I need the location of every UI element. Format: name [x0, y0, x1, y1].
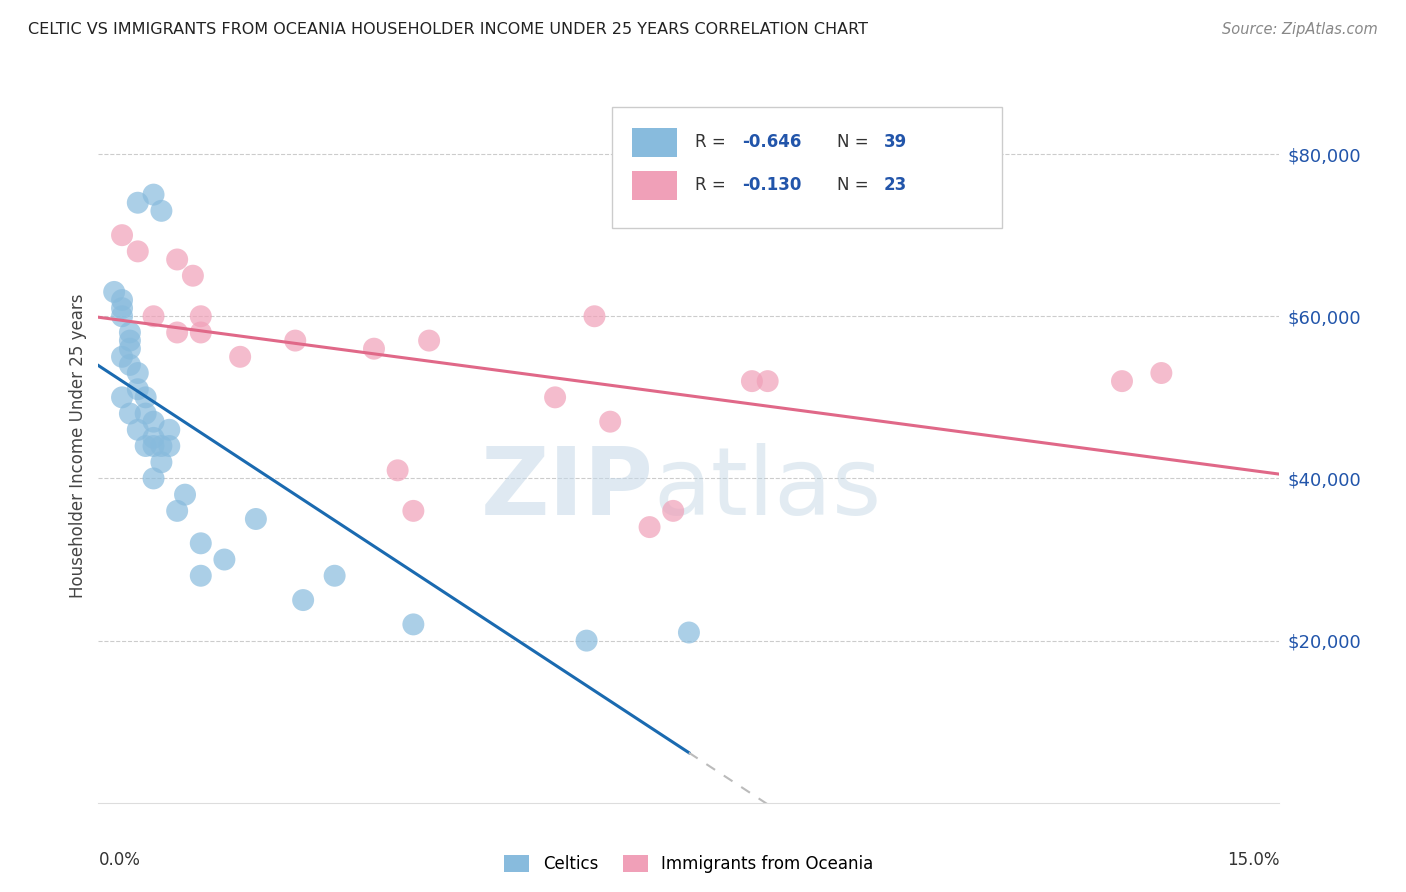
- Text: CELTIC VS IMMIGRANTS FROM OCEANIA HOUSEHOLDER INCOME UNDER 25 YEARS CORRELATION : CELTIC VS IMMIGRANTS FROM OCEANIA HOUSEH…: [28, 22, 868, 37]
- Point: [214, 552, 236, 566]
- Point: [229, 350, 252, 364]
- Text: 23: 23: [884, 176, 907, 194]
- Point: [118, 407, 141, 421]
- Point: [157, 423, 180, 437]
- Point: [150, 455, 173, 469]
- Text: -0.646: -0.646: [742, 133, 801, 151]
- Point: [583, 310, 606, 324]
- Text: 0.0%: 0.0%: [98, 852, 141, 870]
- Point: [118, 326, 141, 340]
- Point: [166, 326, 188, 340]
- Bar: [633, 128, 678, 157]
- Point: [174, 488, 197, 502]
- Point: [111, 390, 134, 404]
- Text: atlas: atlas: [654, 442, 882, 535]
- Point: [142, 471, 165, 485]
- Point: [1111, 374, 1133, 388]
- Point: [363, 342, 385, 356]
- Point: [418, 334, 440, 348]
- Point: [166, 252, 188, 267]
- Text: R =: R =: [695, 133, 731, 151]
- Point: [103, 285, 125, 299]
- Point: [245, 512, 267, 526]
- Point: [150, 439, 173, 453]
- Point: [111, 228, 134, 243]
- Point: [111, 301, 134, 315]
- Point: [387, 463, 409, 477]
- Point: [111, 293, 134, 307]
- Point: [190, 568, 212, 582]
- Point: [127, 382, 149, 396]
- Point: [135, 407, 157, 421]
- Point: [678, 625, 700, 640]
- Text: -0.130: -0.130: [742, 176, 801, 194]
- Point: [190, 310, 212, 324]
- Point: [741, 374, 763, 388]
- Point: [190, 536, 212, 550]
- Point: [323, 568, 346, 582]
- Point: [190, 326, 212, 340]
- Point: [127, 423, 149, 437]
- Point: [135, 390, 157, 404]
- Point: [544, 390, 567, 404]
- Point: [157, 439, 180, 453]
- Point: [638, 520, 661, 534]
- Legend: Celtics, Immigrants from Oceania: Celtics, Immigrants from Oceania: [505, 855, 873, 873]
- Point: [662, 504, 685, 518]
- Text: ZIP: ZIP: [481, 442, 654, 535]
- Y-axis label: Householder Income Under 25 years: Householder Income Under 25 years: [69, 293, 87, 599]
- Point: [756, 374, 779, 388]
- Point: [118, 342, 141, 356]
- Point: [166, 504, 188, 518]
- Point: [1150, 366, 1173, 380]
- Point: [150, 203, 173, 218]
- Point: [142, 439, 165, 453]
- Point: [127, 366, 149, 380]
- Point: [284, 334, 307, 348]
- Point: [181, 268, 204, 283]
- Point: [111, 310, 134, 324]
- Point: [575, 633, 598, 648]
- Point: [402, 617, 425, 632]
- Point: [599, 415, 621, 429]
- Point: [135, 439, 157, 453]
- Bar: [633, 171, 678, 200]
- FancyBboxPatch shape: [612, 107, 1002, 228]
- Point: [127, 195, 149, 210]
- Text: R =: R =: [695, 176, 731, 194]
- Text: 39: 39: [884, 133, 907, 151]
- Point: [118, 334, 141, 348]
- Point: [142, 415, 165, 429]
- Point: [292, 593, 315, 607]
- Text: 15.0%: 15.0%: [1227, 852, 1279, 870]
- Point: [118, 358, 141, 372]
- Point: [127, 244, 149, 259]
- Point: [402, 504, 425, 518]
- Point: [142, 187, 165, 202]
- Point: [142, 431, 165, 445]
- Point: [111, 350, 134, 364]
- Text: N =: N =: [837, 133, 873, 151]
- Point: [142, 310, 165, 324]
- Text: N =: N =: [837, 176, 873, 194]
- Text: Source: ZipAtlas.com: Source: ZipAtlas.com: [1222, 22, 1378, 37]
